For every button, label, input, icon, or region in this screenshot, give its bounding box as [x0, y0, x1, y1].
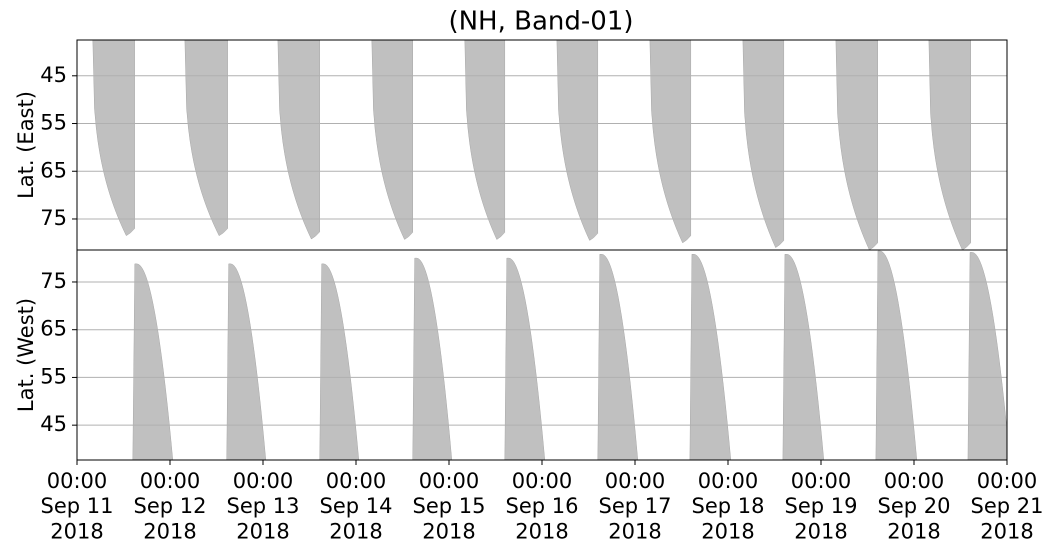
swath: [742, 40, 785, 248]
x-tick-label: 00:00 Sep 12 2018: [134, 469, 207, 543]
swath: [967, 252, 1007, 460]
swath: [277, 40, 320, 240]
y-tick-label: 65: [40, 317, 67, 341]
swath: [649, 40, 692, 244]
swath-layer: [132, 250, 1007, 460]
chart-title: (NH, Band-01): [448, 7, 633, 37]
x-tick-label: 00:00 Sep 11 2018: [41, 469, 114, 543]
swath: [782, 254, 825, 460]
swath-layer: [92, 40, 971, 250]
swath: [184, 40, 228, 237]
y-axis-label: Lat. (East): [14, 91, 38, 199]
swath: [835, 40, 878, 250]
swath: [875, 250, 918, 460]
y-tick-label: 45: [40, 412, 67, 436]
swath: [132, 263, 174, 460]
swath: [504, 257, 546, 460]
swath: [597, 254, 639, 460]
x-tick-label: 00:00 Sep 18 2018: [692, 469, 765, 543]
y-tick-label: 55: [40, 111, 67, 135]
y-tick-label: 65: [40, 158, 67, 182]
swath: [226, 263, 267, 460]
swath: [464, 40, 506, 240]
y-tick-label: 45: [40, 63, 67, 87]
x-tick-label: 00:00 Sep 20 2018: [878, 469, 951, 543]
swath: [92, 40, 135, 237]
x-tick-label: 00:00 Sep 17 2018: [599, 469, 672, 543]
y-tick-label: 55: [40, 364, 67, 388]
y-tick-label: 75: [40, 269, 67, 293]
swath: [412, 257, 453, 460]
x-tick-label: 00:00 Sep 14 2018: [320, 469, 393, 543]
x-tick-label: 00:00 Sep 21 2018: [971, 469, 1044, 543]
swath: [371, 40, 413, 240]
x-tick-label: 00:00 Sep 19 2018: [785, 469, 858, 543]
x-tick-label: 00:00 Sep 13 2018: [227, 469, 300, 543]
swath: [928, 40, 971, 250]
swath: [689, 254, 732, 460]
swath: [556, 40, 599, 241]
swath: [319, 263, 360, 460]
y-tick-label: 75: [40, 206, 67, 230]
x-tick-label: 00:00 Sep 15 2018: [413, 469, 486, 543]
y-axis-label: Lat. (West): [14, 298, 38, 412]
x-tick-label: 00:00 Sep 16 2018: [506, 469, 579, 543]
